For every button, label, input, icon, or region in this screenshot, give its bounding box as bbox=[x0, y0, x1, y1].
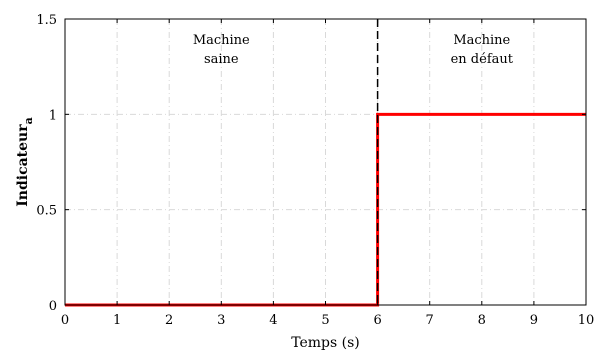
y-tick-labels: 0 0.5 1 1.5 bbox=[36, 13, 57, 314]
x-tick-label: 9 bbox=[530, 313, 538, 328]
tick-marks bbox=[64, 18, 587, 306]
y-axis-label-main: Indicateur bbox=[15, 124, 31, 207]
x-tick-label: 8 bbox=[478, 313, 486, 328]
region-annotation-line: Machine bbox=[193, 33, 250, 48]
region-annotation: Machine en défaut bbox=[451, 33, 514, 67]
x-tick-labels: 0 1 2 3 4 5 6 7 8 9 10 bbox=[61, 313, 594, 328]
x-tick-label: 3 bbox=[217, 313, 225, 328]
region-annotation-line: Machine bbox=[453, 33, 510, 48]
y-tick-label: 1 bbox=[49, 108, 57, 123]
region-annotation-line: saine bbox=[204, 52, 239, 67]
y-tick-label: 1.5 bbox=[36, 13, 57, 28]
y-tick-label: 0.5 bbox=[36, 204, 57, 219]
x-tick-label: 4 bbox=[269, 313, 277, 328]
y-axis-label: Indicateura bbox=[15, 117, 35, 207]
x-tick-label: 1 bbox=[113, 313, 121, 328]
annotations: Machine saine Machine en défaut bbox=[193, 33, 514, 67]
region-annotation-line: en défaut bbox=[451, 52, 514, 67]
x-tick-label: 0 bbox=[61, 313, 69, 328]
x-tick-label: 7 bbox=[426, 313, 434, 328]
y-tick-label: 0 bbox=[49, 299, 57, 314]
x-tick-label: 6 bbox=[373, 313, 381, 328]
x-axis-label: Temps (s) bbox=[291, 335, 360, 351]
x-tick-label: 5 bbox=[321, 313, 329, 328]
y-axis-label-subscript: a bbox=[22, 117, 35, 124]
x-tick-label: 2 bbox=[165, 313, 173, 328]
x-tick-label: 10 bbox=[578, 313, 595, 328]
region-annotation: Machine saine bbox=[193, 33, 250, 67]
